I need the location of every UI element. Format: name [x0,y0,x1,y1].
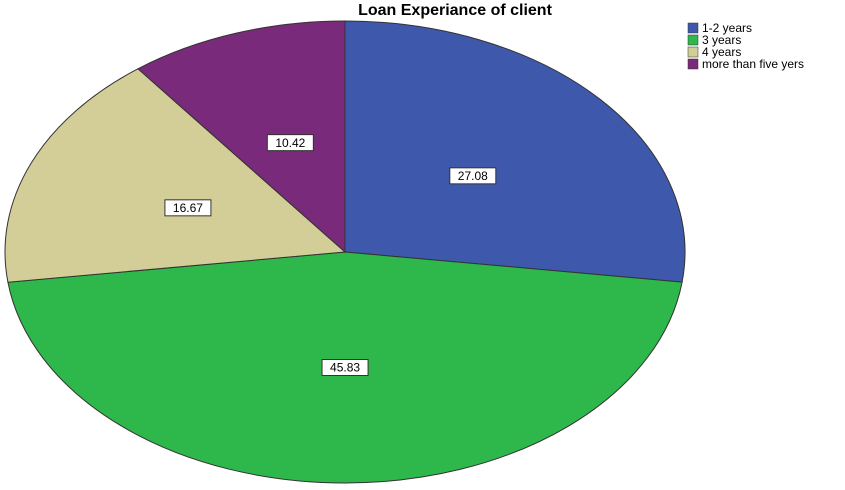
legend-label: 1-2 years [702,21,752,35]
pie-slice [4,68,347,283]
chart-title: Loan Experiance of client [358,2,553,19]
pie-slice [344,20,686,283]
data-label: 27.08 [458,169,488,183]
data-label-box [164,199,212,217]
data-label-box [449,167,497,185]
legend-swatch [687,46,699,58]
data-label-box [266,134,314,152]
data-label: 16.67 [173,201,203,215]
data-label-box [321,359,369,376]
legend-label: more than five yers [702,57,804,71]
pie-slice [137,20,346,254]
legend-swatch [687,22,699,34]
legend-label: 4 years [702,45,741,59]
legend-swatch [687,34,699,46]
data-label: 45.83 [330,361,360,375]
legend-label: 3 years [702,33,741,47]
legend-swatch [687,58,699,70]
data-label: 10.42 [275,136,305,150]
